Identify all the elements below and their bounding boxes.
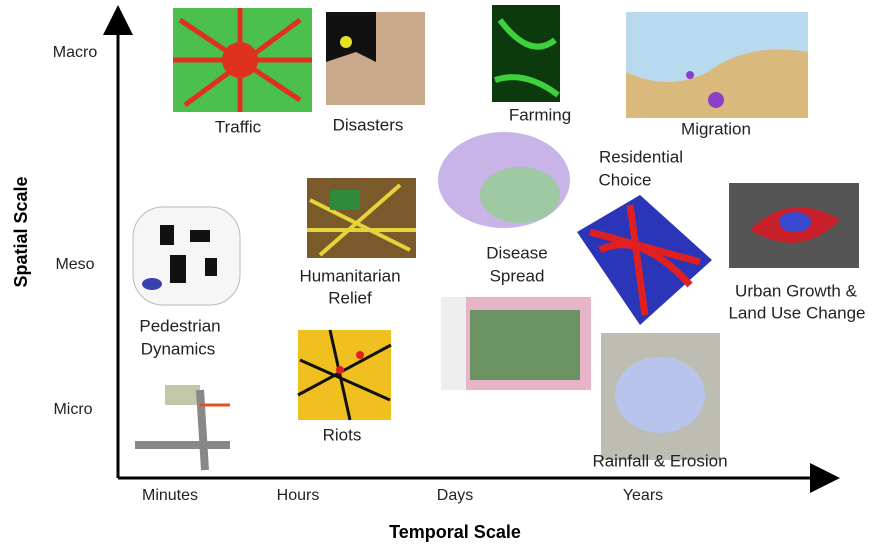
- item-label: Choice: [599, 170, 652, 189]
- item-label: Riots: [323, 425, 362, 444]
- x-axis-title: Temporal Scale: [389, 522, 521, 542]
- item-label: Disease: [486, 243, 547, 262]
- y-axis-title: Spatial Scale: [11, 176, 31, 287]
- item-label: Relief: [328, 288, 372, 307]
- item-label: Migration: [681, 119, 751, 138]
- x-tick-label: Days: [437, 487, 473, 504]
- item-label: Dynamics: [141, 339, 216, 358]
- item-label: Farming: [509, 105, 571, 124]
- x-tick-label: Minutes: [142, 487, 198, 504]
- x-tick-label: Years: [623, 487, 663, 504]
- item-label: Humanitarian: [299, 266, 400, 285]
- y-tick-label: Micro: [53, 401, 92, 418]
- item-label: Urban Growth &: [735, 281, 858, 300]
- item-label: Traffic: [215, 117, 262, 136]
- item-label: Disasters: [333, 115, 404, 134]
- x-tick-label: Hours: [277, 487, 320, 504]
- item-label: Pedestrian: [139, 316, 220, 335]
- item-label: Spread: [490, 266, 545, 285]
- thumbnails: [130, 5, 859, 471]
- y-tick-label: Meso: [55, 256, 94, 273]
- item-label: Land Use Change: [728, 303, 865, 322]
- item-label: Rainfall & Erosion: [592, 451, 727, 470]
- y-tick-label: Macro: [53, 44, 98, 61]
- item-label: Residential: [599, 147, 683, 166]
